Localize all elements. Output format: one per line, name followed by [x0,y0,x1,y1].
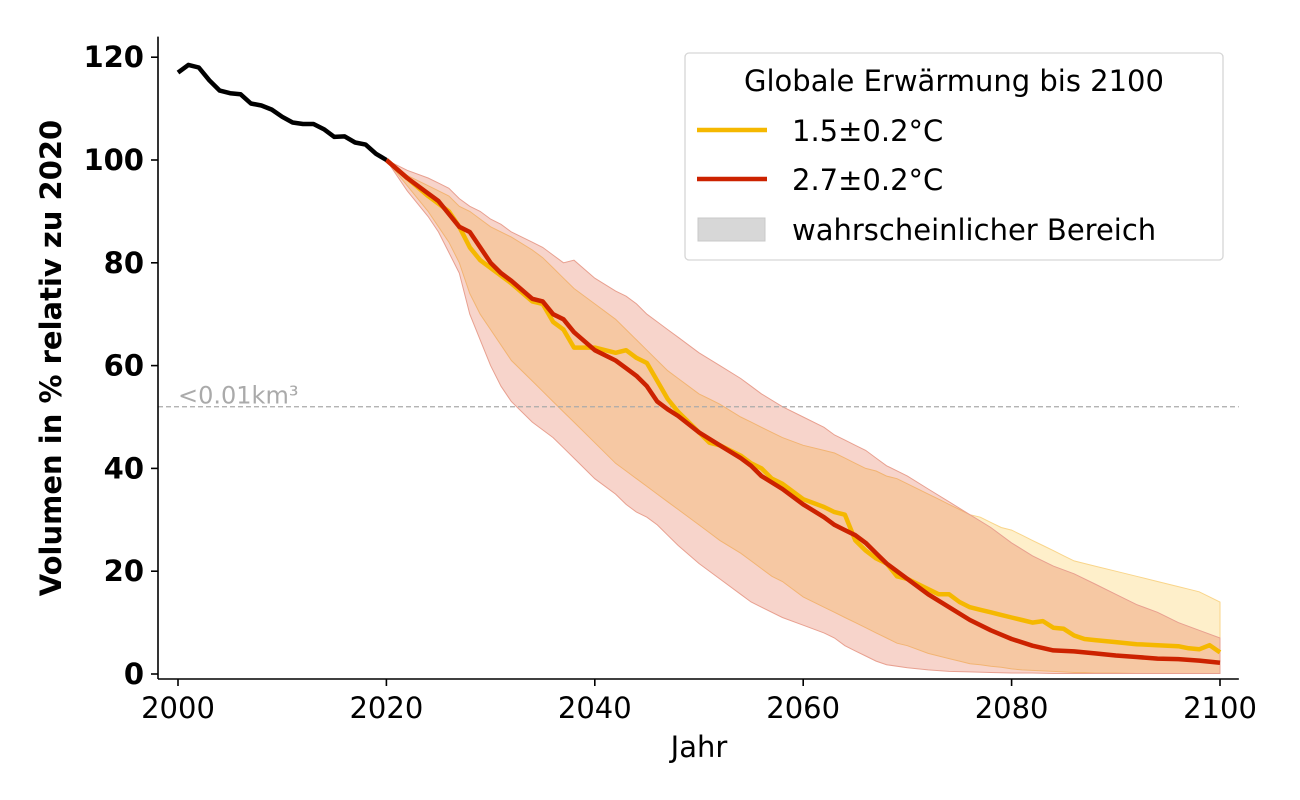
uncertainty-bands [384,158,1221,674]
legend-label-range: wahrscheinlicher Bereich [792,213,1156,247]
legend-frame [684,52,1224,261]
y-tick-label: 80 [104,246,144,280]
y-tick-label: 60 [104,349,144,383]
legend-label-1-5: 1.5±0.2°C [792,114,943,148]
x-tick-label: 2020 [349,691,423,725]
y-ticks: 0 20 40 60 80 100 120 [83,40,158,691]
legend-label-2-7: 2.7±0.2°C [792,163,943,197]
threshold-label: <0.01km³ [178,382,298,410]
x-axis-title: Jahr [669,730,728,764]
x-tick-label: 2100 [1183,691,1257,725]
x-ticks: 2000 2020 2040 2060 2080 2100 [141,679,1257,725]
series-line-1-5-0-2-c [384,158,1222,655]
y-tick-label: 20 [104,554,144,588]
y-tick-label: 0 [124,657,144,691]
legend: Globale Erwärmung bis 2100 1.5±0.2°C 2.7… [684,52,1224,261]
y-tick-label: 120 [83,40,144,74]
y-tick-label: 40 [104,451,144,485]
y-axis-title: Volumen in % relativ zu 2020 [34,120,68,596]
band-2-7-0-2-c [384,158,1221,674]
legend-swatch-range [697,217,766,242]
y-tick-label: 100 [83,143,144,177]
x-tick-label: 2060 [766,691,840,725]
x-tick-label: 2080 [975,691,1049,725]
legend-title: Globale Erwärmung bis 2100 [744,64,1164,98]
x-tick-label: 2040 [558,691,632,725]
series-lines [176,62,1222,665]
x-tick-label: 2000 [141,691,215,725]
series-line-2-7-0-2-c [384,158,1221,665]
series-line-historisch [176,62,388,162]
